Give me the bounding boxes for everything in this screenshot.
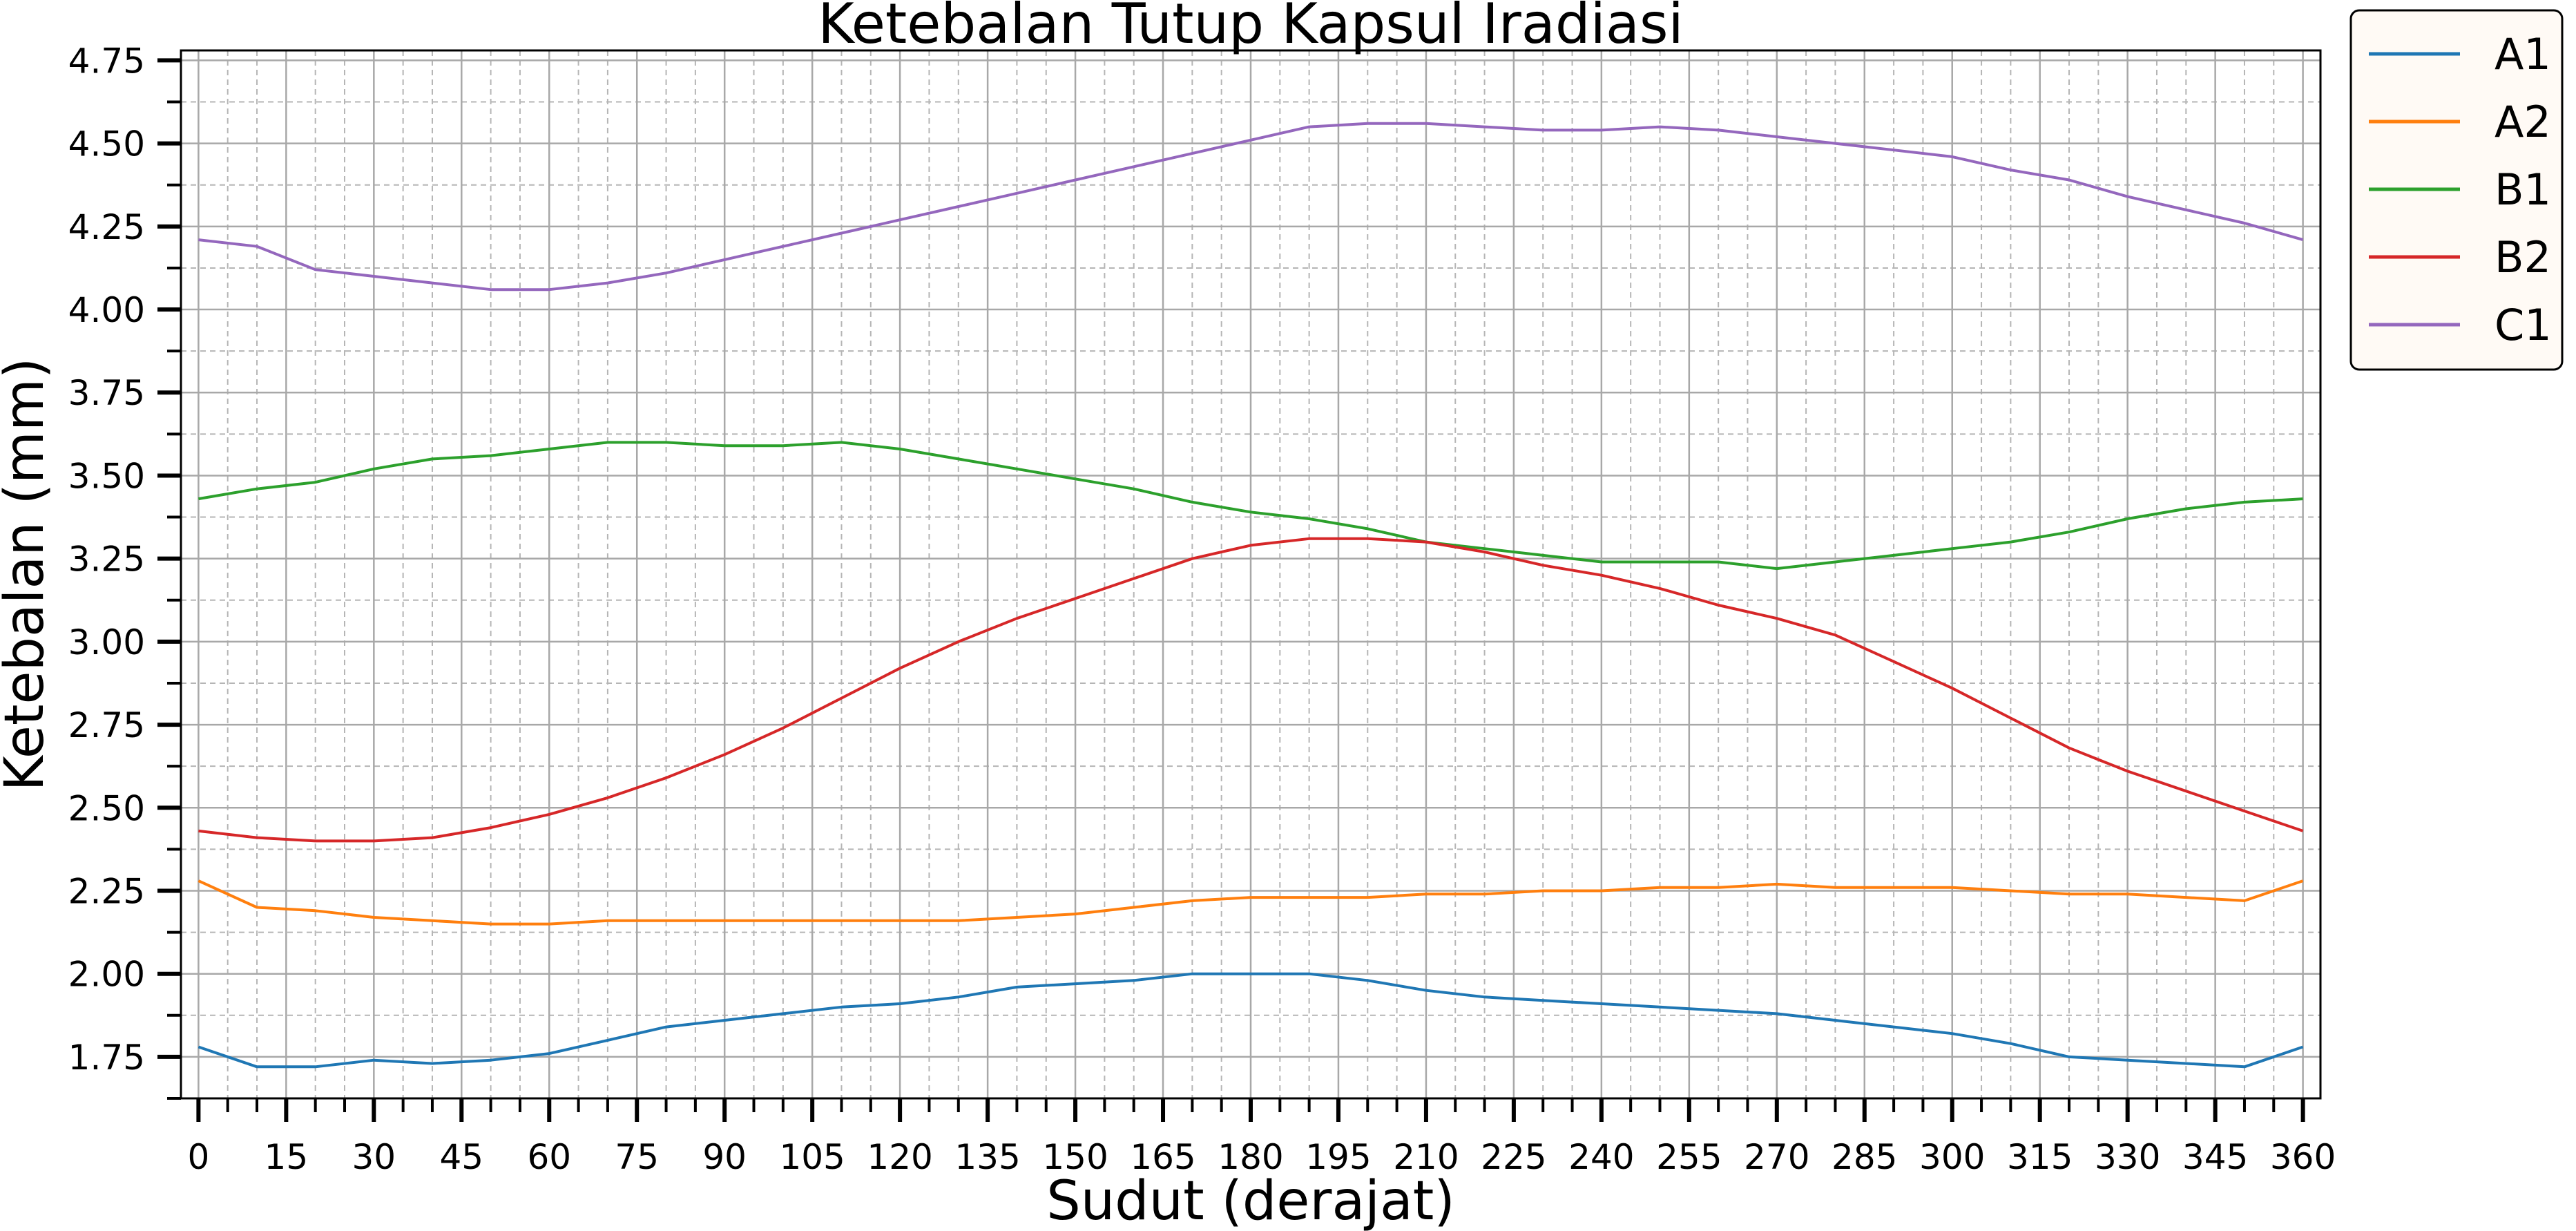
y-tick-label: 3.25 (68, 540, 145, 580)
x-tick-label: 30 (352, 1137, 396, 1177)
x-tick-label: 90 (702, 1137, 747, 1177)
chart-title: Ketebalan Tutup Kapsul Iradiasi (818, 0, 1684, 56)
y-tick-label: 4.25 (68, 207, 145, 247)
x-tick-label: 195 (1305, 1137, 1371, 1177)
y-tick-label: 2.00 (68, 955, 145, 995)
y-tick-label: 3.50 (68, 456, 145, 496)
y-tick-label: 3.75 (68, 373, 145, 413)
x-tick-label: 15 (265, 1137, 309, 1177)
x-tick-label: 345 (2182, 1137, 2248, 1177)
x-tick-label: 105 (779, 1137, 845, 1177)
y-axis-ticks: 1.75 2.00 2.25 2.50 2.75 3.00 3.25 3.50 3.75 4.00… (68, 41, 181, 1100)
x-axis-ticks: 0 15 30 45 60 75 90 105 120 135 150 165 180 195 210 225… (187, 1098, 2336, 1177)
x-tick-label: 300 (1919, 1137, 1985, 1177)
series-lines (198, 122, 2304, 1069)
x-tick-label: 315 (2007, 1137, 2073, 1177)
y-axis-title: Ketebalan (mm) (0, 358, 56, 792)
legend-label-a2: A2 (2495, 97, 2551, 147)
x-tick-label: 285 (1832, 1137, 1897, 1177)
legend-label-b1: B1 (2495, 164, 2551, 215)
x-tick-label: 120 (867, 1137, 932, 1177)
legend-label-c1: C1 (2495, 300, 2552, 350)
series-line-a2 (198, 879, 2304, 926)
x-tick-label: 75 (615, 1137, 659, 1177)
x-tick-label: 45 (439, 1137, 483, 1177)
x-tick-label: 135 (954, 1137, 1020, 1177)
x-tick-label: 225 (1481, 1137, 1546, 1177)
x-tick-label: 255 (1656, 1137, 1722, 1177)
x-axis-title: Sudut (derajat) (1046, 1170, 1455, 1231)
series-line-a1 (198, 972, 2304, 1069)
y-tick-label: 2.25 (68, 871, 145, 911)
x-tick-label: 360 (2270, 1137, 2336, 1177)
x-tick-label: 330 (2095, 1137, 2160, 1177)
y-tick-label: 4.00 (68, 290, 145, 330)
legend-label-b2: B2 (2495, 232, 2551, 283)
x-tick-label: 150 (1042, 1137, 1108, 1177)
x-tick-label: 270 (1744, 1137, 1809, 1177)
y-tick-label: 1.75 (68, 1038, 145, 1078)
y-tick-label: 4.75 (68, 41, 145, 81)
x-tick-label: 0 (187, 1137, 209, 1177)
y-tick-label: 3.00 (68, 622, 145, 662)
legend-label-a1: A1 (2495, 29, 2551, 79)
series-line-b1 (198, 441, 2303, 571)
y-tick-label: 2.50 (68, 788, 145, 828)
x-tick-label: 180 (1218, 1137, 1283, 1177)
series-line-b2 (198, 537, 2304, 843)
y-tick-label: 2.75 (68, 705, 145, 745)
y-tick-label: 4.50 (68, 124, 145, 164)
x-tick-label: 210 (1393, 1137, 1459, 1177)
x-tick-label: 60 (527, 1137, 571, 1177)
minor-gridlines (181, 50, 2320, 1099)
series-line-c1 (198, 122, 2304, 292)
x-tick-label: 165 (1130, 1137, 1195, 1177)
legend: A1 A2 B1 B2 C1 (2349, 9, 2564, 371)
x-tick-label: 240 (1568, 1137, 1634, 1177)
